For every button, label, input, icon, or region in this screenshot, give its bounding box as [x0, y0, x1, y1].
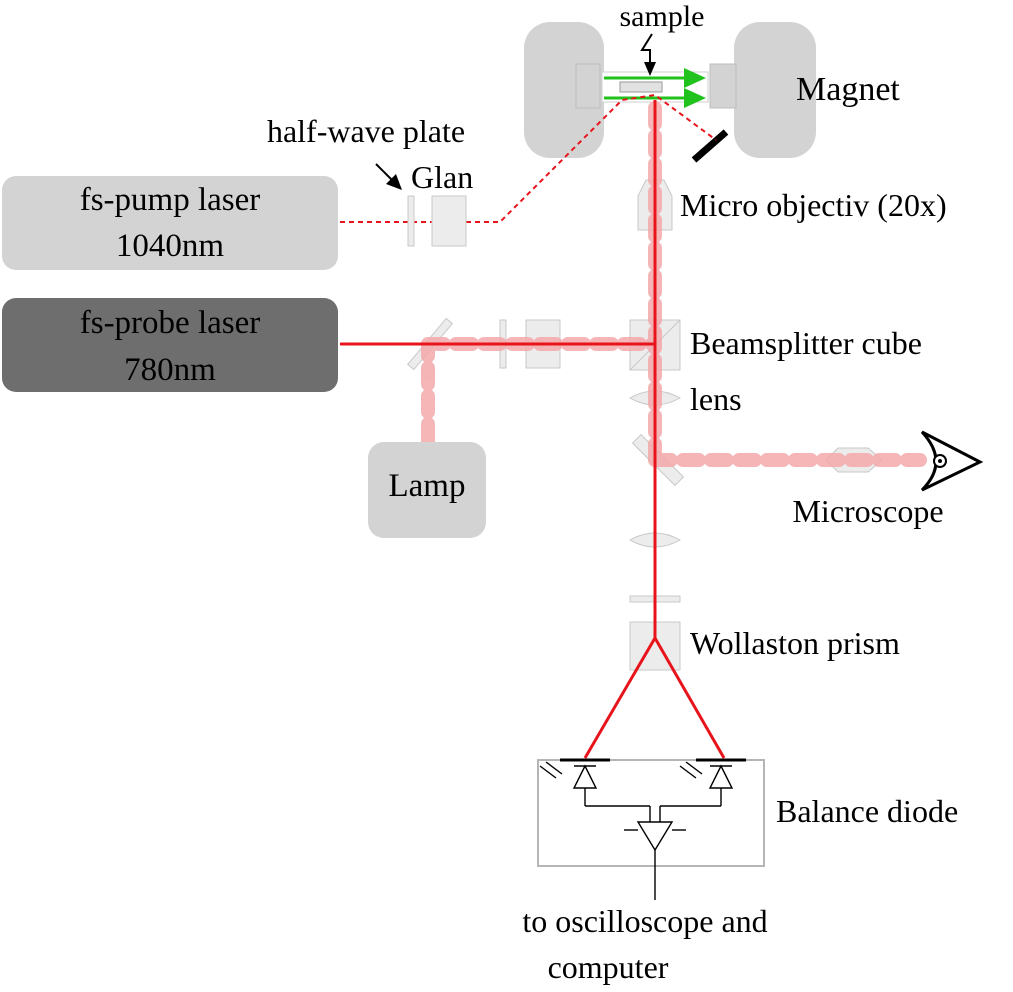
pump-laser-box	[2, 176, 338, 270]
magnet	[524, 22, 816, 158]
pump-beam	[340, 93, 717, 223]
sample-label: sample	[620, 0, 705, 33]
magnet-pole-right	[734, 22, 816, 158]
glan-polarizer	[431, 195, 467, 247]
sample-pointer-arrow	[640, 33, 656, 76]
micro-objective-label: Micro objectiv (20x)	[680, 187, 947, 223]
lens-label: lens	[690, 381, 742, 417]
half-wave-plate	[407, 195, 415, 247]
microscope-label: Microscope	[792, 493, 943, 529]
eye-icon	[920, 430, 984, 492]
magnet-pole-left	[524, 22, 604, 158]
magnet-pole-tip-right	[709, 63, 737, 109]
pump-laser-label: fs-pump laser	[80, 182, 261, 218]
sample	[619, 81, 663, 93]
probe-laser-wavelength: 780nm	[124, 352, 216, 388]
glan-label: Glan	[411, 159, 473, 195]
half-wave-plate-pointer-arrow	[375, 163, 402, 190]
beam-dump	[691, 129, 729, 163]
magnetic-field-arrows	[604, 68, 706, 108]
balance-diode-label: Balance diode	[776, 793, 958, 829]
pump-laser-wavelength: 1040nm	[116, 228, 225, 264]
probe-laser-box	[2, 298, 338, 392]
output-label-line2: computer	[548, 949, 669, 985]
wollaston-label: Wollaston prism	[690, 625, 900, 661]
output-label-line1: to oscilloscope and	[522, 903, 767, 939]
balance-diode	[537, 758, 765, 900]
illumination-beam	[421, 93, 927, 467]
beamsplitter-label: Beamsplitter cube	[690, 325, 922, 361]
magnet-pole-tip-left	[575, 63, 601, 109]
probe-laser-label: fs-probe laser	[80, 305, 261, 341]
probe-beam	[340, 100, 726, 759]
lamp-box	[368, 442, 486, 538]
magnet-label: Magnet	[796, 71, 900, 108]
half-wave-plate-label: half-wave plate	[267, 113, 465, 149]
lamp-label: Lamp	[389, 468, 466, 504]
